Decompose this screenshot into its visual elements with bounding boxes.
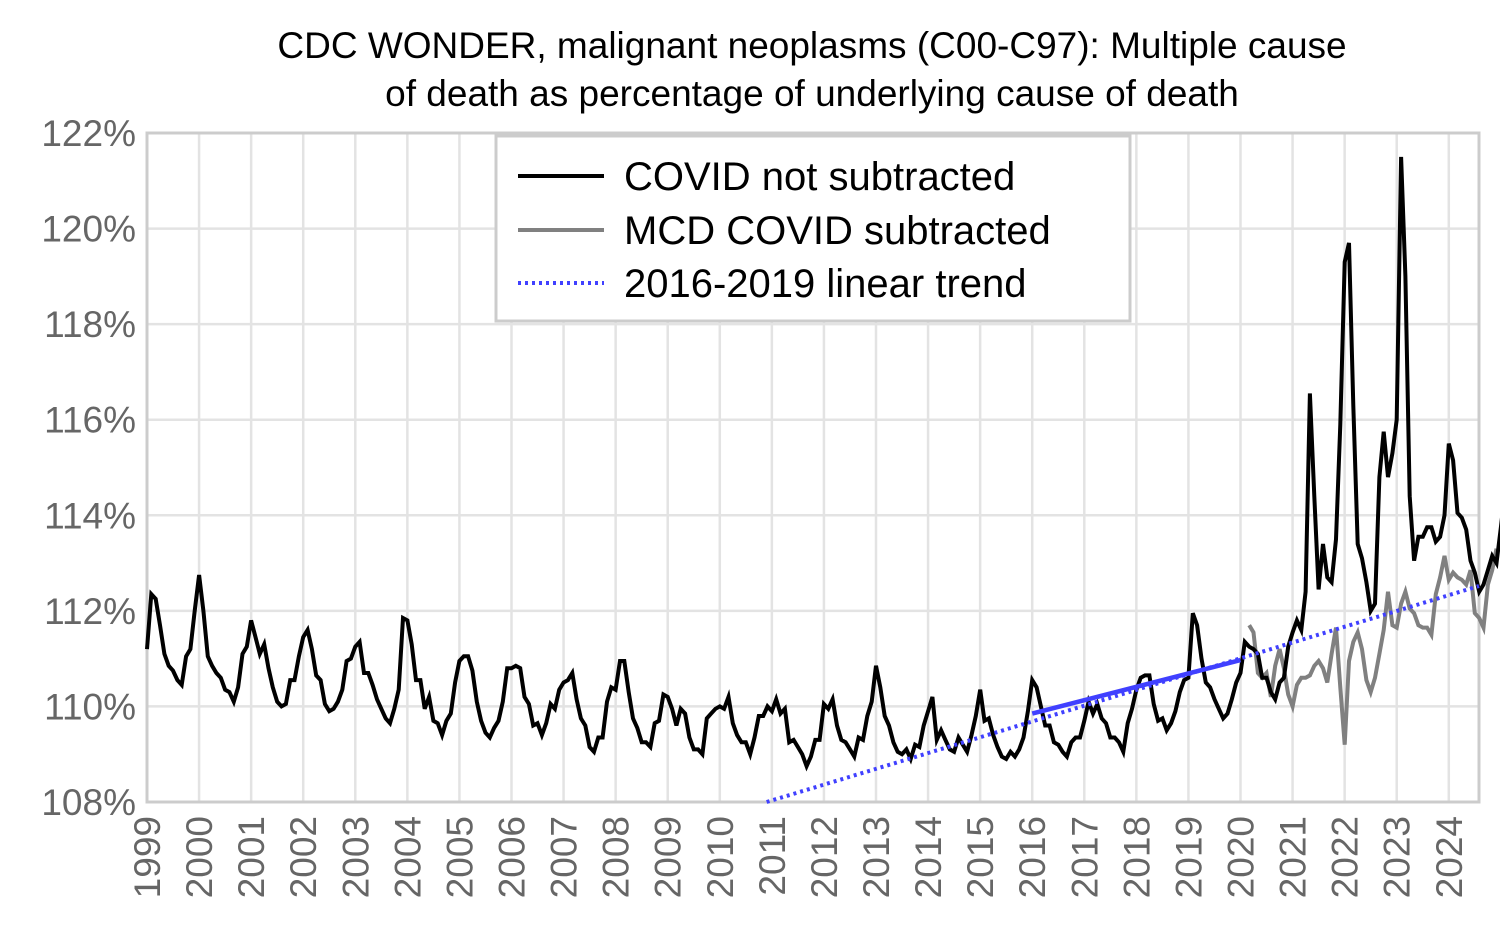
x-tick-label: 2017 <box>1064 816 1105 898</box>
x-tick-label: 2023 <box>1377 816 1418 898</box>
y-tick-label: 120% <box>41 209 136 250</box>
x-tick-label: 2010 <box>700 816 741 898</box>
series-line-mcd-covid-subtracted <box>1247 548 1499 745</box>
x-tick-label: 2018 <box>1116 816 1157 898</box>
legend: COVID not subtracted MCD COVID subtracte… <box>494 134 1132 323</box>
x-tick-label: 2007 <box>544 816 585 898</box>
x-tick-label: 2002 <box>283 816 324 898</box>
legend-label-covid-not-subtracted: COVID not subtracted <box>624 155 1015 199</box>
x-tick-label: 2000 <box>179 816 220 898</box>
x-tick-label: 2004 <box>387 816 428 898</box>
y-tick-label: 114% <box>44 495 136 536</box>
x-tick-label: 2019 <box>1168 816 1209 898</box>
x-tick-label: 2013 <box>856 816 897 898</box>
x-tick-label: 2015 <box>960 816 1001 898</box>
x-tick-label: 2008 <box>596 816 637 898</box>
trend-line-dotted <box>766 584 1480 804</box>
x-tick-label: 2016 <box>1012 816 1053 898</box>
x-tick-label: 1999 <box>127 816 168 898</box>
y-tick-label: 118% <box>44 304 136 345</box>
series-line-covid-not-subtracted <box>145 156 1500 772</box>
y-axis-ticks: 108% 110% 112% 114% 116% 118% 120% 122% <box>41 113 136 823</box>
x-tick-label: 2005 <box>439 816 480 898</box>
x-tick-label: 2001 <box>231 816 272 898</box>
gridlines <box>147 131 1479 804</box>
y-tick-label: 110% <box>44 686 136 727</box>
y-tick-label: 112% <box>44 591 136 632</box>
x-tick-label: 2020 <box>1221 816 1262 898</box>
x-tick-label: 2014 <box>908 816 949 898</box>
legend-label-linear-trend: 2016-2019 linear trend <box>624 262 1027 306</box>
trend-line-fit-period <box>1031 657 1242 716</box>
x-tick-label: 2024 <box>1429 816 1470 898</box>
chart-title-line-1: CDC WONDER, malignant neoplasms (C00-C97… <box>277 25 1346 66</box>
x-tick-label: 2006 <box>492 816 533 898</box>
legend-label-mcd-covid-subtracted: MCD COVID subtracted <box>624 209 1051 253</box>
x-tick-label: 2009 <box>648 816 689 898</box>
y-tick-label: 122% <box>41 113 136 154</box>
x-tick-label: 2021 <box>1273 816 1314 898</box>
x-tick-label: 2003 <box>335 816 376 898</box>
y-tick-label: 108% <box>41 782 136 823</box>
series-lines <box>145 156 1500 804</box>
x-tick-label: 2011 <box>752 816 793 896</box>
x-axis-ticks: 1999 2000 2001 2002 2003 2004 2005 2006 2007 2008… <box>127 816 1470 898</box>
x-tick-label: 2012 <box>804 816 845 898</box>
x-tick-label: 2022 <box>1325 816 1366 898</box>
chart-title-line-2: of death as percentage of underlying cau… <box>385 73 1239 114</box>
plot-border <box>145 131 1481 804</box>
y-tick-label: 116% <box>44 400 136 441</box>
